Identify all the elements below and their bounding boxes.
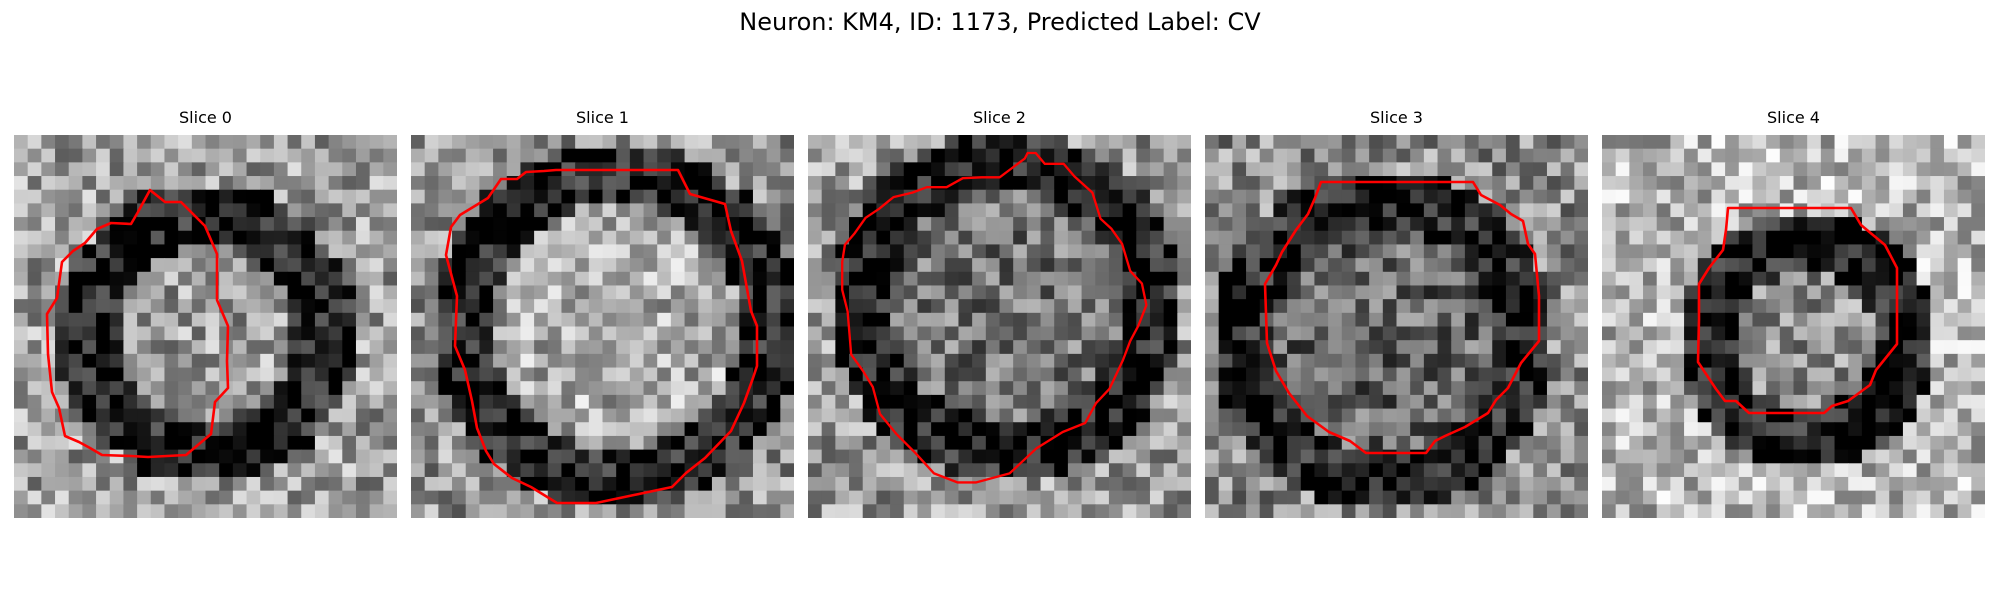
pixel-grid bbox=[14, 135, 397, 518]
neuron-contour bbox=[444, 168, 759, 505]
pixel-grid bbox=[411, 135, 794, 518]
slice-image bbox=[14, 135, 397, 518]
slice-title: Slice 0 bbox=[179, 108, 232, 127]
neuron-contour bbox=[45, 188, 230, 459]
slice-title: Slice 1 bbox=[576, 108, 629, 127]
slice-image bbox=[1205, 135, 1588, 518]
pixel-grid bbox=[1205, 135, 1588, 518]
slice-title: Slice 3 bbox=[1370, 108, 1423, 127]
pixel-grid bbox=[808, 135, 1191, 518]
neuron-contour bbox=[1696, 206, 1899, 415]
neuron-contour bbox=[841, 151, 1148, 484]
slice-title: Slice 4 bbox=[1767, 108, 1820, 127]
slice-image bbox=[1602, 135, 1985, 518]
slice-image bbox=[411, 135, 794, 518]
slice-image bbox=[808, 135, 1191, 518]
figure-title: Neuron: KM4, ID: 1173, Predicted Label: … bbox=[739, 8, 1261, 36]
neuron-contour bbox=[1263, 180, 1541, 455]
slice-title: Slice 2 bbox=[973, 108, 1026, 127]
pixel-grid bbox=[1602, 135, 1985, 518]
